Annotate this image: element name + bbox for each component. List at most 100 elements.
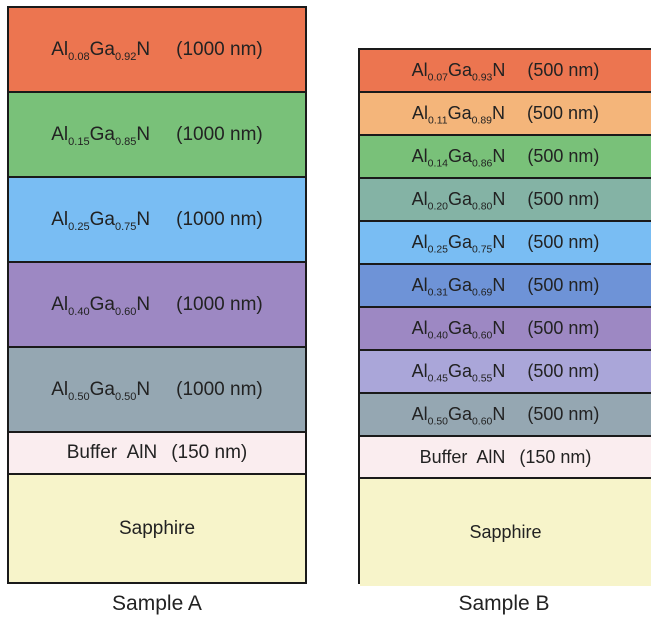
formula-al: Al (51, 293, 69, 315)
formula-ga-fraction: 0.93 (472, 72, 493, 84)
formula-al-fraction: 0.25 (68, 220, 90, 233)
layer-thickness: (500 nm) (527, 60, 600, 80)
layer-formula: Al0.25Ga0.75N (412, 232, 506, 256)
layer-thickness: (500 nm) (526, 103, 599, 123)
layer-formula: Al0.14Ga0.86N (411, 146, 506, 170)
formula-al-fraction: 0.20 (427, 201, 448, 213)
formula-al: Al (411, 361, 428, 381)
formula-al-fraction: 0.11 (428, 115, 448, 127)
alloy-layer: Al0.07Ga0.93N (500 nm) (360, 50, 651, 93)
layer-formula: Al0.25Ga0.75N (51, 208, 150, 233)
formula-ga-fraction: 0.86 (472, 158, 493, 170)
formula-ga: Ga (89, 378, 115, 400)
formula-ga-fraction: 0.80 (472, 201, 493, 213)
formula-n: N (492, 318, 506, 338)
formula-al-fraction: 0.31 (427, 287, 448, 299)
formula-ga-fraction: 0.92 (114, 50, 137, 63)
buffer-layer: Buffer AlN (150 nm) (360, 437, 651, 479)
formula-al-fraction: 0.40 (68, 305, 90, 318)
layer-thickness: (1000 nm) (176, 123, 263, 145)
formula-al: Al (411, 146, 428, 166)
layer-thickness: (150 nm) (519, 446, 592, 467)
sample-a-caption: Sample A (112, 592, 202, 615)
formula-ga-fraction: 0.60 (472, 416, 493, 428)
layer-formula: Al0.20Ga0.80N (411, 189, 506, 213)
formula-ga-fraction: 0.60 (472, 330, 493, 342)
formula-ga-fraction: 0.75 (114, 220, 137, 233)
layer-formula: Al0.15Ga0.85N (51, 123, 151, 148)
formula-al: Al (412, 103, 429, 123)
layer-formula: Al0.50Ga0.50N (51, 378, 151, 403)
formula-n: N (136, 293, 151, 315)
alloy-layer: Al0.25Ga0.75N (500 nm) (360, 222, 651, 265)
layer-formula: Al0.40Ga0.60N (412, 318, 506, 342)
substrate-layer: Sapphire (360, 479, 651, 586)
formula-ga: Ga (447, 361, 472, 381)
layer-label: Sapphire (469, 522, 542, 542)
layer-thickness: (500 nm) (527, 275, 600, 295)
formula-al-fraction: 0.15 (68, 135, 90, 148)
formula-al-fraction: 0.50 (68, 390, 90, 403)
layer-thickness: (500 nm) (527, 318, 600, 338)
alloy-layer: Al0.40Ga0.60N (1000 nm) (9, 263, 305, 348)
formula-al-fraction: 0.45 (427, 373, 448, 385)
layer-label: Sapphire (118, 517, 196, 539)
layer-label: Buffer AlN (66, 442, 158, 463)
layer-thickness: (500 nm) (527, 189, 600, 209)
alloy-layer: Al0.15Ga0.85N (1000 nm) (9, 93, 305, 178)
sample-a-stack: Al0.08Ga0.92N (1000 nm) Al0.15Ga0.85N (1000… (7, 6, 307, 584)
formula-ga: Ga (447, 232, 472, 252)
layer-label: Buffer AlN (419, 446, 506, 467)
alloy-layer: Al0.45Ga0.55N (500 nm) (360, 351, 651, 394)
formula-ga: Ga (89, 293, 115, 315)
formula-al: Al (411, 60, 428, 80)
layer-thickness: (500 nm) (527, 404, 600, 424)
layer-thickness: (500 nm) (527, 146, 600, 166)
formula-ga: Ga (447, 146, 472, 166)
sample-b-caption: Sample B (458, 592, 550, 615)
formula-n: N (491, 103, 505, 123)
layer-formula: Al0.45Ga0.55N (411, 361, 506, 385)
buffer-layer: Buffer AlN (150 nm) (9, 433, 305, 475)
formula-ga: Ga (89, 123, 115, 145)
layer-thickness: (1000 nm) (176, 378, 263, 400)
layer-thickness: (1000 nm) (176, 208, 263, 230)
alloy-layer: Al0.31Ga0.69N (500 nm) (360, 265, 651, 308)
formula-al: Al (51, 208, 69, 230)
formula-ga: Ga (447, 404, 472, 424)
formula-ga-fraction: 0.50 (114, 390, 137, 403)
formula-n: N (492, 404, 506, 424)
formula-al: Al (411, 275, 428, 295)
formula-n: N (136, 38, 151, 60)
formula-ga-fraction: 0.69 (472, 287, 493, 299)
layer-formula: Al0.31Ga0.69N (411, 275, 506, 299)
alloy-layer: Al0.11Ga0.89N (500 nm) (360, 93, 651, 136)
sample-b-stack: Al0.07Ga0.93N (500 nm) Al0.11Ga0.89N (500 n… (358, 48, 651, 586)
layer-thickness: (500 nm) (527, 361, 600, 381)
formula-al-fraction: 0.50 (427, 416, 448, 428)
formula-n: N (492, 232, 506, 252)
layer-formula: Al0.08Ga0.92N (51, 38, 151, 63)
layer-formula: Al0.50Ga0.60N (411, 404, 506, 428)
formula-al-fraction: 0.08 (68, 50, 90, 63)
formula-n: N (492, 275, 506, 295)
formula-n: N (492, 146, 506, 166)
formula-ga-fraction: 0.75 (472, 244, 493, 256)
formula-al: Al (411, 189, 428, 209)
formula-al-fraction: 0.25 (427, 244, 448, 256)
formula-al: Al (411, 404, 428, 424)
formula-ga: Ga (89, 38, 115, 60)
formula-al-fraction: 0.14 (427, 158, 448, 170)
layer-thickness: (500 nm) (527, 232, 600, 252)
formula-al: Al (51, 378, 69, 400)
alloy-layer: Al0.14Ga0.86N (500 nm) (360, 136, 651, 179)
layer-formula: Al0.07Ga0.93N (411, 60, 506, 84)
formula-n: N (136, 123, 151, 145)
alloy-layer: Al0.08Ga0.92N (1000 nm) (9, 8, 305, 93)
formula-n: N (136, 378, 151, 400)
layer-thickness: (1000 nm) (176, 293, 263, 315)
formula-ga-fraction: 0.60 (114, 305, 137, 318)
layer-formula: Al0.40Ga0.60N (51, 293, 151, 318)
formula-al-fraction: 0.40 (427, 330, 448, 342)
formula-al: Al (51, 123, 69, 145)
